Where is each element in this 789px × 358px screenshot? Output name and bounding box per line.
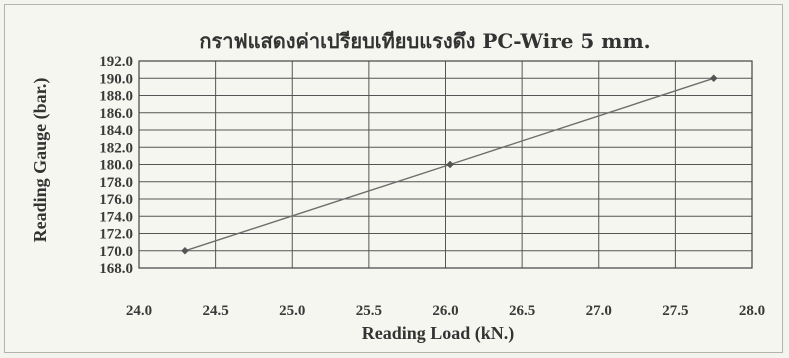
x-tick-label: 27.5 bbox=[662, 303, 688, 319]
y-tick-label: 192.0 bbox=[99, 54, 133, 70]
y-axis-title: Reading Gauge (bar.) bbox=[30, 78, 51, 243]
series bbox=[181, 74, 718, 255]
y-tick-label: 184.0 bbox=[99, 123, 133, 139]
y-tick-label: 186.0 bbox=[99, 106, 133, 122]
y-tick-label: 188.0 bbox=[99, 89, 133, 105]
x-axis-title: Reading Load (kN.) bbox=[362, 323, 515, 344]
x-tick-label: 25.5 bbox=[356, 303, 382, 319]
y-tick-label: 174.0 bbox=[99, 209, 133, 225]
y-tick-label: 190.0 bbox=[99, 71, 133, 87]
x-tick-label: 28.0 bbox=[739, 303, 765, 319]
data-point bbox=[181, 246, 189, 255]
plot-border bbox=[138, 60, 753, 269]
y-tick-label: 168.0 bbox=[99, 261, 133, 277]
y-tick-label: 182.0 bbox=[99, 140, 133, 156]
x-tick-labels: 24.0 24.5 25.0 25.5 26.0 26.5 27.0 27.5 28.0 bbox=[126, 303, 765, 319]
y-tick-label: 172.0 bbox=[99, 227, 133, 243]
y-tick-label: 176.0 bbox=[99, 192, 133, 208]
grid bbox=[138, 60, 753, 269]
x-tick-label: 25.0 bbox=[279, 303, 305, 319]
chart-title: กราฟแสดงค่าเปรียบเทียบแรงดึง PC-Wire 5 m… bbox=[199, 29, 650, 53]
y-tick-label: 180.0 bbox=[99, 158, 133, 174]
data-point bbox=[709, 74, 718, 83]
y-tick-label: 170.0 bbox=[99, 244, 133, 260]
chart-frame bbox=[4, 4, 783, 353]
x-tick-label: 27.0 bbox=[586, 303, 612, 319]
data-point bbox=[446, 160, 454, 169]
x-tick-label: 26.5 bbox=[509, 303, 535, 319]
x-tick-label: 24.0 bbox=[126, 303, 152, 319]
x-tick-label: 26.0 bbox=[432, 303, 458, 319]
y-tick-label: 178.0 bbox=[99, 175, 133, 191]
x-tick-label: 24.5 bbox=[203, 303, 229, 319]
